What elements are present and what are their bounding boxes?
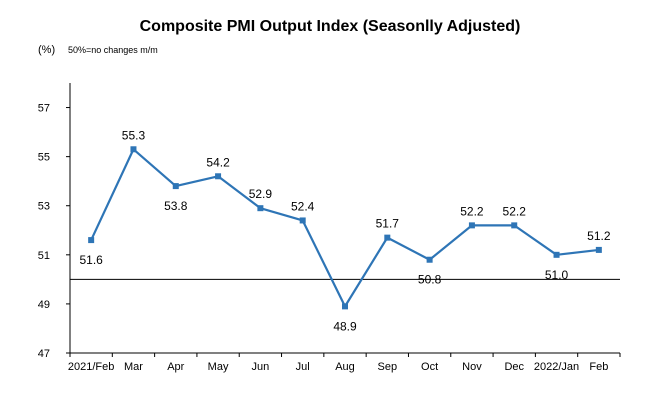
- series-line: [90, 148, 599, 308]
- data-point: [595, 246, 602, 253]
- data-point: [130, 146, 137, 153]
- data-point: [384, 234, 391, 241]
- data-point: [299, 217, 306, 224]
- y-tick-label: 47: [38, 348, 50, 360]
- data-label: 55.3: [122, 128, 146, 142]
- data-point: [511, 222, 518, 229]
- data-label: 52.2: [503, 204, 527, 218]
- data-point: [468, 222, 475, 229]
- data-point: [426, 256, 433, 263]
- data-label: 51.7: [376, 217, 400, 231]
- data-point: [553, 251, 560, 258]
- data-point: [215, 173, 222, 180]
- x-tick-label: Jun: [252, 361, 270, 373]
- y-tick-label: 49: [38, 299, 50, 311]
- y-tick-label: 51: [38, 250, 50, 262]
- x-tick-label: Oct: [421, 361, 438, 373]
- data-label: 52.9: [249, 187, 273, 201]
- baseline-note: 50%=no changes m/m: [68, 45, 158, 55]
- data-label: 52.2: [460, 204, 484, 218]
- y-tick-label: 53: [38, 201, 50, 213]
- data-point: [342, 303, 348, 310]
- data-label: 54.2: [206, 155, 230, 169]
- x-tick-label: Apr: [167, 361, 184, 373]
- chart-title: Composite PMI Output Index (Seasonlly Ad…: [139, 18, 521, 35]
- x-tick-label: 2021/Feb: [68, 361, 114, 373]
- data-label: 51.6: [79, 253, 103, 267]
- data-label: 52.4: [291, 199, 315, 213]
- x-tick-label: Sep: [378, 361, 398, 373]
- data-point: [257, 205, 264, 212]
- x-tick-label: Aug: [335, 361, 355, 373]
- data-label: 51.0: [545, 268, 569, 282]
- data-point: [172, 183, 179, 190]
- x-tick-label: Dec: [504, 361, 524, 373]
- data-label: 48.9: [333, 319, 357, 333]
- data-point: [88, 237, 95, 244]
- y-axis-unit: (%): [38, 44, 56, 56]
- y-tick-label: 57: [38, 103, 50, 115]
- x-tick-label: Jul: [296, 361, 310, 373]
- data-label: 51.2: [587, 229, 611, 243]
- x-tick-label: Nov: [462, 361, 482, 373]
- x-tick-label: 2022/Jan: [534, 361, 579, 373]
- x-tick-label: May: [208, 361, 229, 373]
- x-tick-label: Mar: [124, 361, 143, 373]
- x-tick-label: Feb: [589, 361, 608, 373]
- y-tick-label: 55: [38, 152, 50, 164]
- data-label: 53.8: [164, 199, 188, 213]
- data-label: 50.8: [418, 273, 442, 287]
